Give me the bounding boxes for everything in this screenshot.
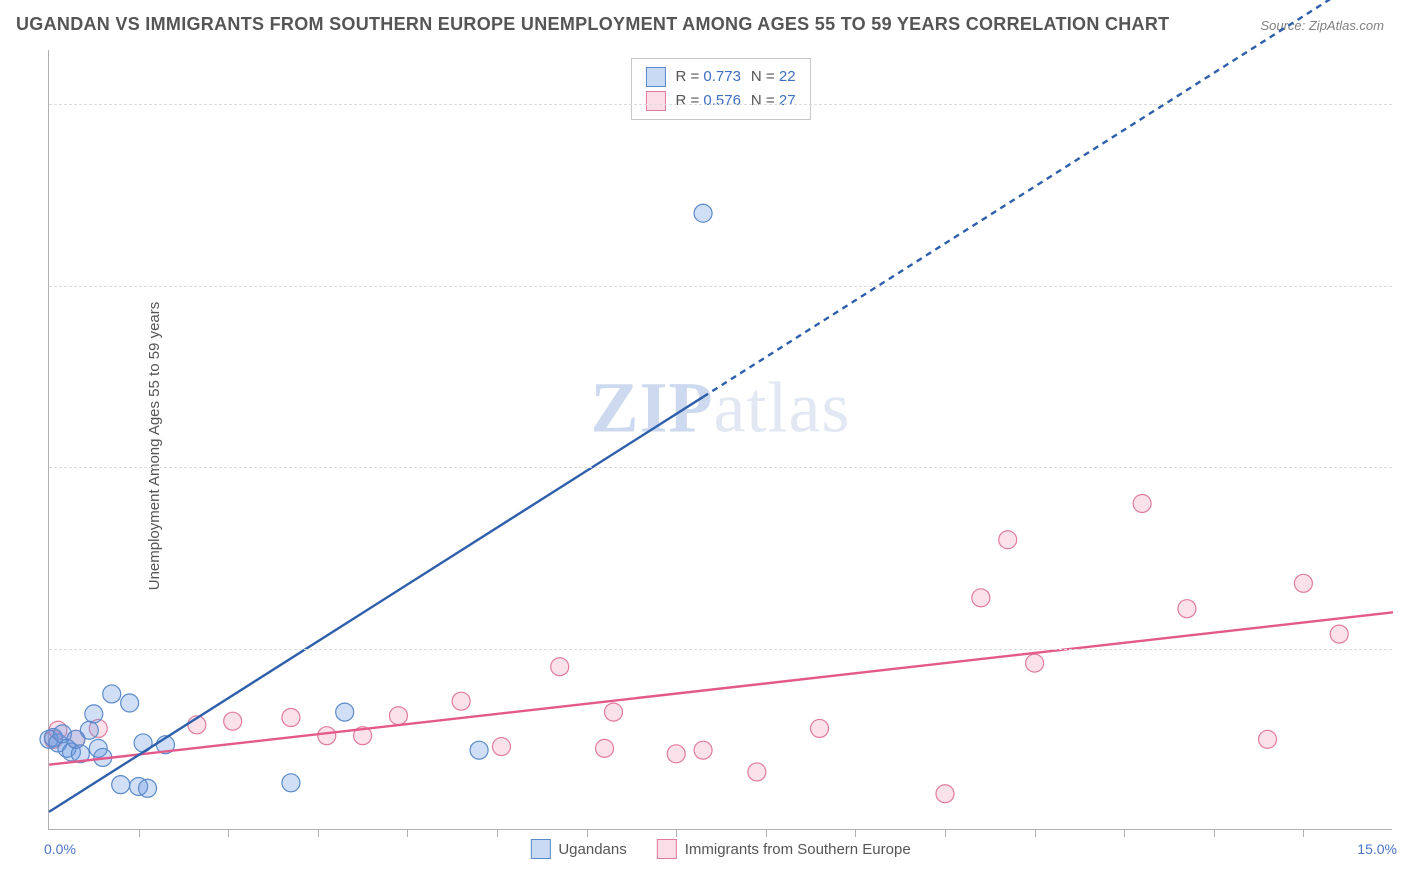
- x-tick-label: 15.0%: [1357, 841, 1397, 857]
- scatter-point: [470, 741, 488, 759]
- swatch-blue-icon: [530, 839, 550, 859]
- scatter-point: [1026, 654, 1044, 672]
- scatter-point: [604, 703, 622, 721]
- legend-item-blue: Ugandans: [530, 839, 626, 859]
- legend-item-pink: Immigrants from Southern Europe: [657, 839, 911, 859]
- scatter-point: [1330, 625, 1348, 643]
- x-tick: [1035, 829, 1036, 837]
- scatter-point: [999, 531, 1017, 549]
- scatter-point: [694, 741, 712, 759]
- x-tick: [587, 829, 588, 837]
- y-tick-label: 20.0%: [1397, 459, 1406, 475]
- r-value-pink: 0.576: [703, 92, 741, 109]
- plot-area: ZIPatlas R = 0.773 N = 22 R = 0.576: [48, 50, 1392, 830]
- swatch-blue-icon: [645, 67, 665, 87]
- plot-svg: [49, 50, 1392, 829]
- n-stat-blue: N = 22: [751, 65, 796, 89]
- y-tick-label: 30.0%: [1397, 278, 1406, 294]
- r-value-blue: 0.773: [703, 68, 741, 85]
- scatter-point: [811, 719, 829, 737]
- n-value-blue: 22: [779, 68, 796, 85]
- scatter-point: [224, 712, 242, 730]
- scatter-point: [336, 703, 354, 721]
- gridline: [49, 104, 1392, 105]
- trend-line: [49, 612, 1393, 764]
- scatter-point: [80, 721, 98, 739]
- gridline: [49, 649, 1392, 650]
- scatter-point: [112, 776, 130, 794]
- gridline: [49, 286, 1392, 287]
- scatter-point: [318, 727, 336, 745]
- x-tick: [1214, 829, 1215, 837]
- scatter-point: [667, 745, 685, 763]
- legend-row-blue: R = 0.773 N = 22: [645, 65, 795, 89]
- chart-title: UGANDAN VS IMMIGRANTS FROM SOUTHERN EURO…: [16, 14, 1169, 35]
- scatter-point: [103, 685, 121, 703]
- y-tick-label: 40.0%: [1397, 96, 1406, 112]
- legend-row-pink: R = 0.576 N = 27: [645, 89, 795, 113]
- source-label: Source:: [1260, 18, 1308, 33]
- scatter-point: [1259, 730, 1277, 748]
- swatch-pink-icon: [645, 91, 665, 111]
- x-tick: [1124, 829, 1125, 837]
- scatter-point: [492, 738, 510, 756]
- gridline: [49, 467, 1392, 468]
- n-label: N =: [751, 68, 775, 85]
- scatter-point: [1178, 600, 1196, 618]
- x-tick: [766, 829, 767, 837]
- x-tick: [855, 829, 856, 837]
- x-tick: [945, 829, 946, 837]
- scatter-point: [748, 763, 766, 781]
- x-tick: [318, 829, 319, 837]
- scatter-point: [1294, 574, 1312, 592]
- n-label: N =: [751, 92, 775, 109]
- scatter-point: [1133, 494, 1151, 512]
- x-tick: [1303, 829, 1304, 837]
- scatter-point: [972, 589, 990, 607]
- legend-label-blue: Ugandans: [558, 841, 626, 858]
- n-stat-pink: N = 27: [751, 89, 796, 113]
- chart-container: UGANDAN VS IMMIGRANTS FROM SOUTHERN EURO…: [0, 0, 1406, 892]
- scatter-point: [936, 785, 954, 803]
- r-stat-pink: R = 0.576: [675, 89, 740, 113]
- x-tick: [139, 829, 140, 837]
- source-value: ZipAtlas.com: [1309, 18, 1384, 33]
- series-legend: Ugandans Immigrants from Southern Europe: [530, 839, 910, 859]
- x-tick: [407, 829, 408, 837]
- x-tick-label: 0.0%: [44, 841, 76, 857]
- n-value-pink: 27: [779, 92, 796, 109]
- scatter-point: [139, 779, 157, 797]
- swatch-pink-icon: [657, 839, 677, 859]
- x-tick: [676, 829, 677, 837]
- scatter-point: [282, 774, 300, 792]
- scatter-point: [452, 692, 470, 710]
- scatter-point: [596, 739, 614, 757]
- r-label: R =: [675, 92, 699, 109]
- scatter-point: [551, 658, 569, 676]
- scatter-point: [389, 707, 407, 725]
- r-stat-blue: R = 0.773: [675, 65, 740, 89]
- x-tick: [228, 829, 229, 837]
- r-label: R =: [675, 68, 699, 85]
- scatter-point: [121, 694, 139, 712]
- scatter-point: [85, 705, 103, 723]
- correlation-legend: R = 0.773 N = 22 R = 0.576 N = 27: [630, 58, 810, 120]
- x-tick: [497, 829, 498, 837]
- scatter-point: [282, 709, 300, 727]
- scatter-point: [694, 204, 712, 222]
- legend-label-pink: Immigrants from Southern Europe: [685, 841, 911, 858]
- y-tick-label: 10.0%: [1397, 641, 1406, 657]
